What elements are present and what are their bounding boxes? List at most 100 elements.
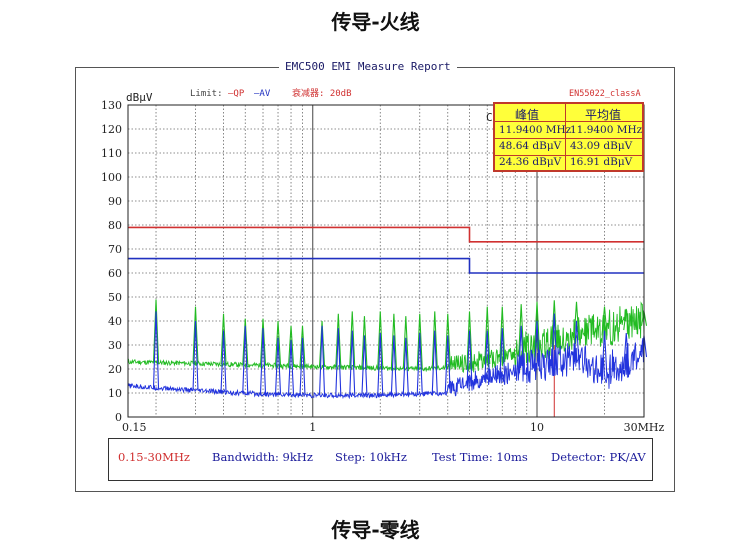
series-trace-qp [127,301,645,373]
settings-bar: 0.15-30MHz Bandwidth: 9kHz Step: 10kHz T… [108,438,653,481]
y-tick-label: 10 [108,387,122,400]
series-peak-av [242,325,249,394]
result-row-freq: 11.9400 MHz 11.9400 MHz [495,123,642,140]
y-tick-label: 40 [108,315,122,328]
series-peak-qp [377,311,384,369]
series-peak-av [335,328,342,396]
attenuator-label: 衰减器: 20dB [292,87,352,99]
top-title: 传导-火线 [331,10,420,34]
result-line [495,138,642,139]
series-peak-qp [518,304,525,357]
x-tick-label: 1 [309,421,316,434]
series-peak-qp [466,311,473,367]
series-peak-qp [416,313,423,370]
report-title: EMC500 EMI Measure Report [279,60,457,73]
y-tick-label: 30 [108,339,122,352]
series-peak-av [431,330,438,394]
series-peak-qp [349,311,356,368]
y-tick-label: 70 [108,243,122,256]
series-peak-av [533,320,541,372]
series-peak-qp [259,318,267,366]
series-peak-av [349,330,356,396]
result-row-level: 48.64 dBμV 43.09 dBμV [495,139,642,156]
series-peak-qp [220,313,227,365]
series-peak-av [416,332,423,395]
plot-frame [127,104,645,418]
y-tick-label: 80 [108,219,122,232]
peak-freq: 11.9400 MHz [499,124,572,136]
series-peak-av [499,328,506,379]
series-peak-av [484,330,491,382]
y-tick-label: 90 [108,195,122,208]
limit-line-qp [128,226,644,243]
series-peak-qp [287,325,295,367]
bandwidth: Bandwidth: 9kHz [212,450,313,464]
y-tick-label: 110 [101,147,122,160]
series-peak-qp [533,301,541,353]
y-tick-label: 50 [108,291,122,304]
peak-level: 48.64 dBμV [499,140,562,152]
series-peak-av [259,328,267,395]
limit-label: Limit: [190,89,223,99]
series-peak-qp [318,320,326,367]
series-peak-qp [192,306,199,364]
y-tick-label: 130 [101,99,122,112]
x-tick-label: 0.15 [122,421,147,434]
peak-header: 峰值 [515,108,540,122]
series-peak-qp [299,325,306,367]
series-peak-qp [152,299,160,363]
result-box: 峰值 平均值 11.9400 MHz 11.9400 MHz 48.64 dBμ… [493,102,644,172]
avg-freq: 11.9400 MHz [570,124,643,136]
series-peak-av [299,337,306,396]
series-peak-av [623,332,630,370]
step: Step: 10kHz [335,450,407,464]
series-peak-av [274,337,282,395]
y-tick-label: 60 [108,267,122,280]
series-peak-av [444,335,451,394]
result-header-row: 峰值 平均值 [495,105,642,122]
avg-margin: 16.91 dBμV [570,156,633,168]
y-tick-label: 100 [101,171,122,184]
series-peak-qp [274,320,282,366]
series-peak-qp [551,300,558,347]
qp-legend: —QP [228,89,245,99]
series-peak-qp [623,308,630,331]
series-peak-av [152,311,160,388]
peak-margin: 24.36 dBμV [499,156,562,168]
series-peak-qp [402,316,409,369]
series-trace-av [127,336,645,400]
result-line [495,121,642,122]
report-panel: EMC500 EMI Measure Report 0 10 20 30 40 50 60 7… [75,60,675,492]
series-peak-qp [499,306,506,362]
y-tick-label: 0 [115,411,122,424]
series-peak-qp [444,313,451,368]
series-peak-qp [601,306,608,336]
series-peak-av [220,330,227,393]
standard-label: EN55022_classA [569,89,641,99]
series-peak-av [601,330,608,379]
avg-level: 43.09 dBμV [570,140,633,152]
series-peak-qp [573,301,580,341]
series-peak-av [551,313,558,369]
series-peak-av [466,330,473,386]
series-peak-av [361,335,368,396]
series-peak-av [192,320,199,391]
test-time: Test Time: 10ms [432,450,528,464]
series-peak-av [287,340,295,395]
y-tick-label: 20 [108,363,122,376]
series-peak-av [518,325,525,375]
detector: Detector: PK/AV [551,450,646,464]
result-box-divider [565,104,566,170]
series-peak-qp [335,313,342,368]
series-peak-av [377,332,384,396]
y-unit-label: dBμV [126,91,153,104]
series-peak-qp [390,313,397,369]
av-legend: —AV [254,89,271,99]
y-tick-label: 120 [101,123,122,136]
result-line [495,155,642,156]
series-peak-qp [431,311,438,369]
bottom-title: 传导-零线 [331,518,420,542]
freq-range: 0.15-30MHz [118,450,190,464]
x-tick-label: 10 [530,421,544,434]
result-row-margin: 24.36 dBμV 16.91 dBμV [495,156,642,173]
